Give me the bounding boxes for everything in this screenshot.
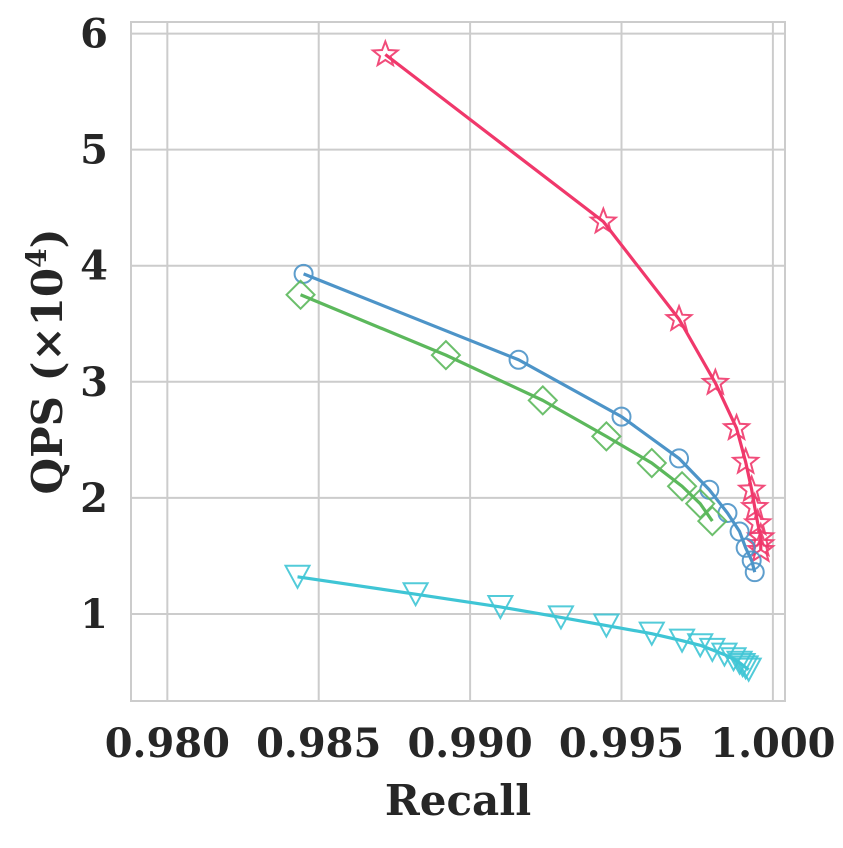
x-tick-label: 0.990 bbox=[407, 720, 532, 767]
series-line bbox=[299, 293, 714, 523]
data-point-star bbox=[742, 507, 773, 537]
data-point-star bbox=[588, 205, 619, 235]
data-point-star bbox=[663, 303, 695, 332]
data-point-diamond bbox=[684, 488, 716, 520]
data-point-circle bbox=[735, 537, 756, 558]
y-tick-label: 5 bbox=[80, 127, 108, 174]
y-tick-label: 6 bbox=[80, 11, 108, 58]
data-point-star bbox=[730, 446, 761, 475]
data-point-star bbox=[745, 534, 776, 563]
y-axis-title-exponent: 4 bbox=[20, 248, 53, 267]
data-point-triangle-down bbox=[698, 637, 727, 664]
x-tick-label: 1.000 bbox=[710, 720, 835, 767]
y-tick-label: 2 bbox=[80, 475, 108, 522]
series-triangle-down bbox=[283, 564, 763, 683]
y-axis-title: QPS (×104) bbox=[20, 229, 72, 495]
series-diamond bbox=[285, 279, 728, 537]
data-point-circle bbox=[744, 562, 765, 583]
data-point-star bbox=[739, 491, 770, 520]
series-line bbox=[297, 575, 750, 671]
data-point-triangle-down bbox=[686, 633, 714, 659]
data-point-diamond bbox=[696, 505, 728, 537]
data-point-circle bbox=[669, 448, 690, 469]
data-point-triangle-down bbox=[592, 613, 621, 639]
y-tick-label: 1 bbox=[80, 591, 108, 638]
data-point-triangle-down bbox=[283, 564, 312, 590]
data-point-triangle-down bbox=[638, 621, 666, 647]
series-layer bbox=[283, 38, 776, 683]
y-tick-label: 4 bbox=[80, 243, 108, 290]
series-star bbox=[370, 38, 776, 563]
data-point-triangle-down bbox=[547, 605, 575, 631]
data-point-circle bbox=[741, 550, 762, 571]
data-point-circle bbox=[508, 349, 529, 370]
data-point-star bbox=[736, 473, 767, 503]
x-tick-label: 0.985 bbox=[256, 720, 381, 767]
data-point-star bbox=[721, 412, 752, 442]
data-point-star bbox=[745, 521, 776, 551]
x-tick-label: 0.995 bbox=[559, 720, 684, 767]
data-point-diamond bbox=[590, 420, 622, 452]
data-point-star bbox=[370, 38, 401, 68]
x-axis-title: Recall bbox=[385, 776, 531, 825]
y-tick-label: 3 bbox=[80, 359, 108, 406]
y-axis-title-suffix: ) bbox=[23, 229, 72, 249]
data-point-diamond bbox=[527, 384, 559, 416]
data-point-diamond bbox=[636, 447, 668, 479]
tick-labels: 0.980 0.985 0.990 0.995 1.000 1 2 3 4 5 6 bbox=[80, 11, 835, 767]
data-point-circle bbox=[611, 406, 632, 427]
plot-frame bbox=[130, 21, 786, 702]
data-point-star bbox=[700, 367, 731, 396]
y-axis-title-main: QPS (×10 bbox=[23, 268, 72, 495]
data-point-triangle-down bbox=[401, 582, 430, 608]
series-circle bbox=[293, 263, 765, 583]
data-point-triangle-down bbox=[731, 655, 760, 681]
data-point-triangle-down bbox=[668, 628, 696, 654]
series-line bbox=[384, 53, 763, 551]
series-line bbox=[302, 272, 757, 573]
x-tick-label: 0.980 bbox=[105, 720, 230, 767]
data-point-triangle-down bbox=[725, 650, 754, 676]
data-point-diamond bbox=[430, 339, 462, 371]
data-point-diamond bbox=[666, 470, 698, 502]
data-point-triangle-down bbox=[728, 653, 757, 679]
data-point-triangle-down bbox=[734, 657, 763, 683]
grid-lines bbox=[131, 22, 785, 701]
data-point-diamond bbox=[285, 279, 316, 311]
data-point-triangle-down bbox=[486, 594, 515, 621]
